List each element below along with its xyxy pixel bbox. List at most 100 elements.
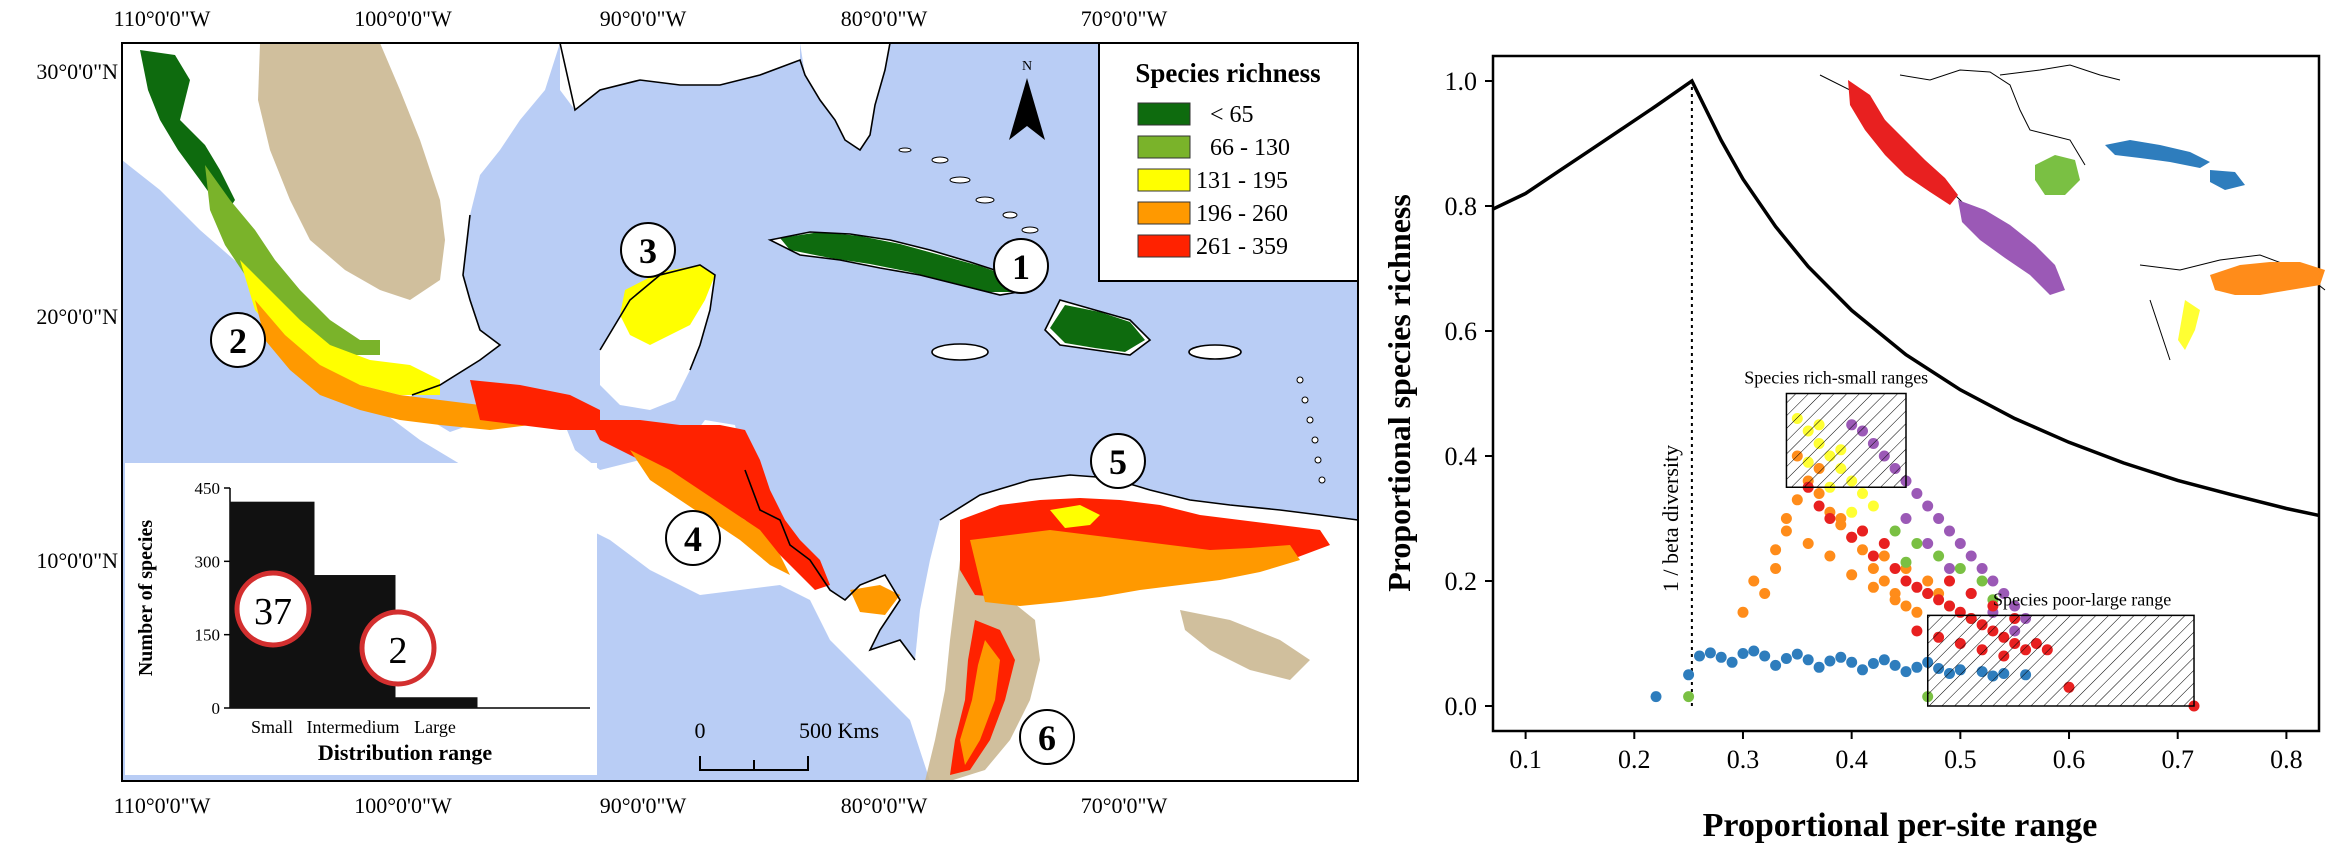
scatter-point: [1922, 588, 1934, 599]
scatter-point: [1900, 666, 1912, 678]
legend-swatch-1: [1137, 102, 1191, 126]
x-tick-label: 0.6: [2053, 745, 2086, 774]
scatter-ticks: 0.1 0.2 0.3 0.4 0.5 0.6 0.7 0.8 0.0 0.2 0.4 0.6 0.8 1…: [1445, 67, 2303, 774]
scatter-point: [1737, 606, 1749, 618]
scatter-point: [1780, 525, 1792, 537]
scatter-point: [1835, 513, 1847, 524]
scatter-point: [1954, 563, 1966, 574]
mini-map-coast-north: [1999, 64, 2121, 81]
lon-label-top-100: 100°0'0"W: [354, 6, 452, 31]
scatter-point: [1846, 506, 1858, 518]
scatter-point: [1715, 651, 1727, 663]
legend-title: Species richness: [1135, 58, 1320, 88]
mini-region-mexico: [1848, 80, 1958, 205]
mini-map-coast-andes: [2149, 299, 2171, 361]
scatter-point: [1683, 669, 1695, 681]
scatter-point: [1846, 656, 1858, 668]
scatter-point: [1759, 650, 1771, 662]
north-arrow: N: [1009, 59, 1045, 140]
lon-label-bottom-110: 110°0'0"W: [114, 793, 211, 818]
relief-andes-east: [1180, 610, 1310, 680]
scatter-point: [1944, 575, 1955, 587]
scatter-point: [1944, 600, 1955, 612]
region-marker-5: 5: [1090, 433, 1146, 489]
patch-hispaniola-green: [1050, 305, 1145, 352]
scatter-point: [1911, 606, 1923, 618]
scatter-point: [1933, 550, 1945, 562]
scatter-point: [1911, 488, 1923, 499]
scatter-point: [1846, 569, 1858, 581]
inset-ytick-label: 450: [195, 479, 221, 498]
inset-xtick-label: Large: [414, 717, 456, 737]
lat-label-10: 10°0'0"N: [36, 548, 118, 573]
scatter-point: [1824, 513, 1836, 524]
inset-ytick-label: 150: [195, 626, 221, 645]
map-frame: [121, 42, 1359, 782]
region-marker-4: 4: [665, 510, 721, 566]
beta-diversity-label: 1 / beta diversity: [1658, 445, 1683, 592]
scale-distance: 500 Kms: [799, 718, 879, 743]
patch-mexico-red: [470, 380, 600, 430]
scatter-point: [1791, 494, 1803, 506]
scatter-point: [2009, 600, 2021, 612]
relief-mexico: [258, 43, 445, 300]
lon-label-bottom-100: 100°0'0"W: [354, 793, 452, 818]
scatter-point: [1878, 654, 1890, 666]
scatter-point: [1867, 658, 1879, 669]
scatter-y-label: Proportional species richness: [1381, 194, 1417, 592]
scatter-point: [1900, 513, 1912, 524]
legend-label-3: 131 - 195: [1196, 168, 1288, 194]
legend-swatch-5: [1137, 234, 1191, 258]
scatter-point: [1889, 525, 1901, 537]
scatter-point: [1987, 575, 1999, 587]
region-number-1: 1: [1012, 247, 1030, 287]
mini-region-central-america: [1958, 200, 2065, 295]
scatter-point: [1867, 500, 1879, 512]
inset-x-labels: Small Intermedium Large: [251, 717, 456, 737]
scale-bar: 0 500 Kms: [695, 718, 879, 771]
lon-label-top-80: 80°0'0"W: [841, 6, 928, 31]
north-arrow-icon: [1009, 78, 1045, 140]
scatter-point: [1770, 544, 1782, 556]
region-marker-3: 3: [620, 222, 676, 278]
scatter-point: [1922, 500, 1934, 512]
patch-pacific-yellow: [240, 260, 440, 395]
x-tick-label: 0.2: [1618, 745, 1651, 774]
scatter-point: [1846, 531, 1858, 543]
scatter-point: [1878, 575, 1890, 587]
lon-label-top-110: 110°0'0"W: [114, 6, 211, 31]
patch-central-orange: [630, 450, 790, 575]
scatter-point: [1922, 538, 1934, 549]
scatter-point: [1694, 650, 1705, 662]
scatter-point: [1998, 588, 2010, 599]
scatter-panel: 0.1 0.2 0.3 0.4 0.5 0.6 0.7 0.8 0.0 0.2 0.4 0.6 0.8 1…: [1381, 54, 2326, 844]
scatter-point: [1976, 575, 1988, 587]
scale-line: [699, 756, 809, 771]
scatter-point: [1933, 513, 1945, 524]
richness-legend: Species richness < 65 66 - 130 131 - 195…: [1098, 42, 1359, 282]
annotation-poor-large: Species poor-large range: [1993, 589, 2171, 609]
scatter-point: [1976, 563, 1988, 574]
x-tick-label: 0.8: [2270, 745, 2303, 774]
scatter-point: [1780, 513, 1792, 524]
inset-y-ticks: 450 300 150 0: [195, 479, 230, 718]
scale-zero: 0: [695, 718, 706, 743]
scatter-point: [1802, 538, 1814, 549]
patch-andes-orange: [960, 640, 1000, 765]
beta-envelope-curve: [1492, 78, 2320, 518]
scatter-point: [1737, 648, 1749, 659]
y-tick-label: 0.6: [1445, 317, 1478, 346]
scatter-point: [1987, 600, 1999, 612]
scatter-point: [1704, 647, 1716, 659]
scatter-point: [1813, 661, 1825, 673]
inset-ytick-label: 0: [212, 699, 221, 718]
region-number-5: 5: [1109, 442, 1127, 482]
patch-venezuela-yellow: [1050, 505, 1100, 528]
region-marker-2: 2: [210, 312, 266, 368]
lon-label-bottom-80: 80°0'0"W: [841, 793, 928, 818]
scatter-point: [1889, 659, 1901, 671]
scatter-point: [1965, 588, 1977, 599]
x-tick-label: 0.3: [1727, 745, 1760, 774]
scatter-point: [1965, 550, 1977, 562]
